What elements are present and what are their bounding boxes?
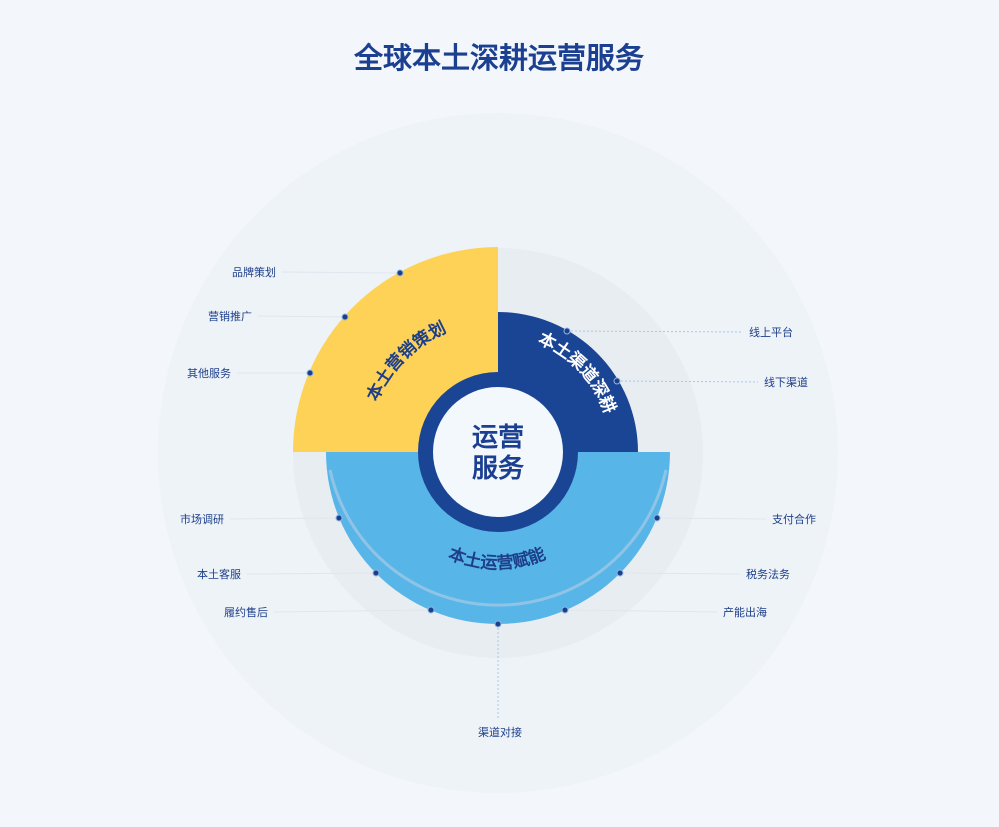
item-tax-legal: 税务法务 [746,567,790,581]
page-title: 全球本土深耕运营服务 [353,41,644,75]
item-dots [306,269,661,628]
item-offline-channel: 线下渠道 [764,375,808,389]
item-online-platform: 线上平台 [749,325,793,339]
item-local-customer-service: 本土客服 [197,567,241,581]
item-capacity-overseas: 产能出海 [723,605,767,619]
item-brand-planning: 品牌策划 [232,265,276,279]
item-payment-cooperation: 支付合作 [772,512,816,526]
item-after-sales: 履约售后 [224,605,268,619]
center-label-2: 服务 [472,454,524,484]
connector-lines [229,271,767,720]
center-label-1: 运营 [472,423,524,453]
item-market-research: 市场调研 [180,512,224,526]
item-channel-docking: 渠道对接 [478,725,522,739]
item-other-services: 其他服务 [187,367,231,380]
item-marketing-promotion: 营销推广 [208,309,252,323]
center-circle[interactable] [433,387,563,517]
